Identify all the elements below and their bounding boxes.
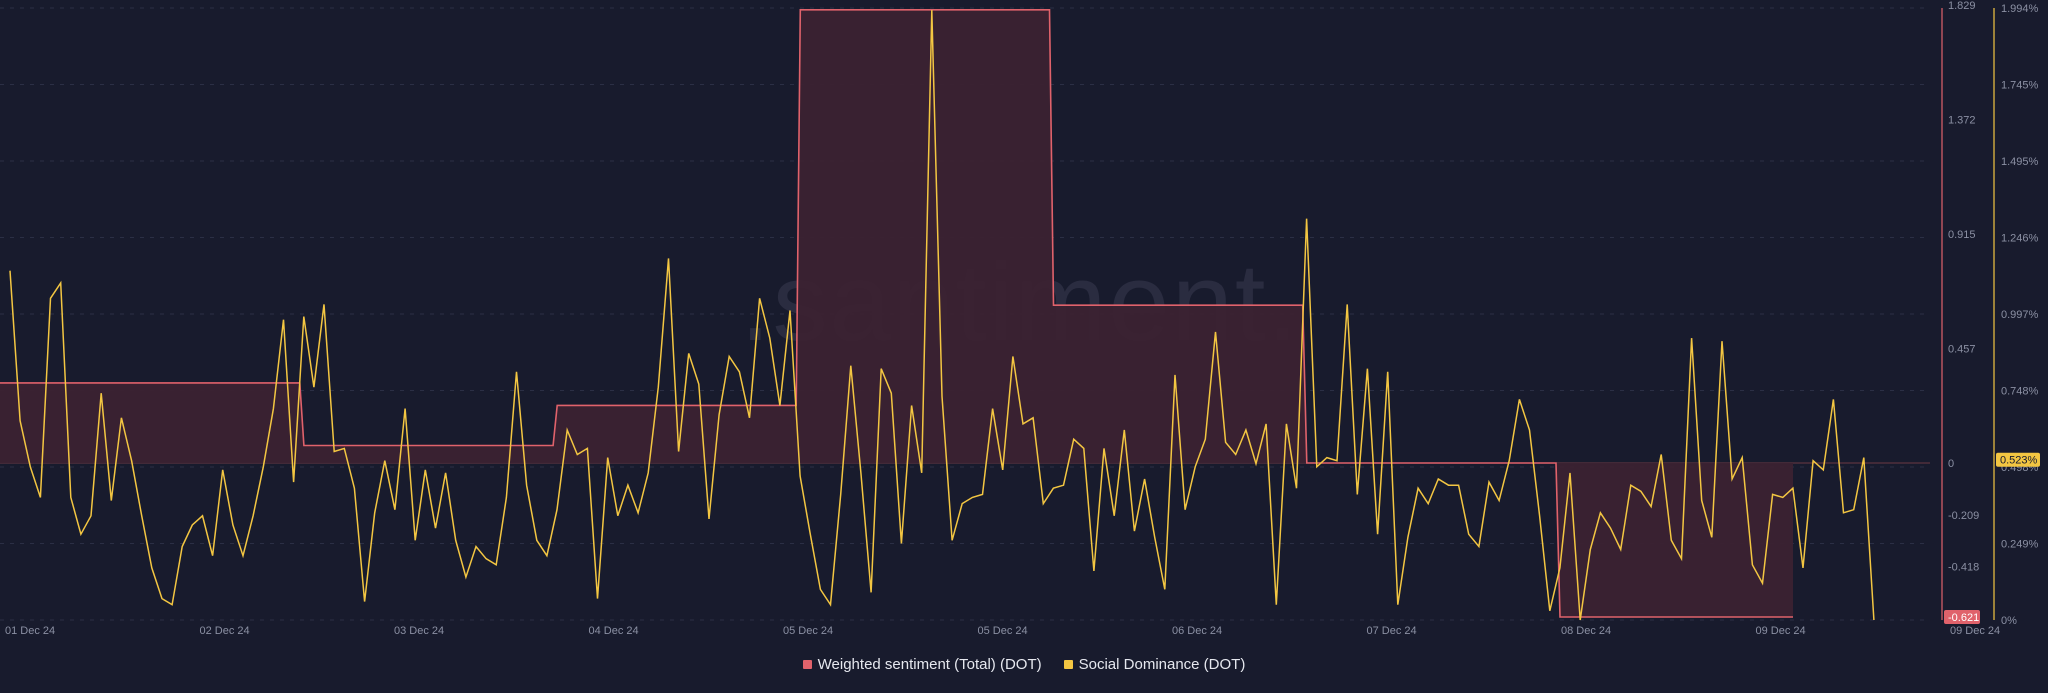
x-tick-label: 04 Dec 24 [589, 625, 639, 637]
sentiment-tick-label: 0.915 [1948, 229, 1976, 241]
x-tick-label: 06 Dec 24 [1172, 625, 1222, 637]
sentiment-tick-label: -0.209 [1948, 510, 1979, 522]
sentiment-series [0, 9, 1793, 618]
dominance-current-badge [1996, 452, 2040, 467]
x-tick-label: 03 Dec 24 [394, 625, 444, 637]
legend-item-dominance[interactable]: Social Dominance (DOT) [1063, 656, 1246, 673]
dominance-tick-label: 1.246% [2001, 233, 2039, 245]
sentiment-line [0, 9, 1793, 618]
legend-label-sentiment: Weighted sentiment (Total) (DOT) [817, 656, 1042, 673]
sentiment-tick-label: 1.829 [1948, 0, 1976, 12]
sentiment-tick-label: 0.457 [1948, 344, 1976, 356]
x-tick-label: 02 Dec 24 [200, 625, 250, 637]
dominance-series [9, 10, 1875, 621]
sentiment-swatch-icon [802, 660, 812, 669]
dominance-tick-label: 1.495% [2001, 156, 2039, 168]
dominance-tick-label: 0.249% [2001, 539, 2039, 551]
sentiment-current-value: -0.621 [1948, 612, 1979, 624]
dominance-swatch-icon [1063, 660, 1073, 669]
sentiment-current-badge [1944, 610, 1980, 624]
x-tick-label: 01 Dec 24 [5, 625, 55, 637]
x-tick-label: 08 Dec 24 [1561, 625, 1611, 637]
axes: 01 Dec 24 02 Dec 24 03 Dec 24 04 Dec 24 05 D… [5, 0, 2040, 637]
sentiment-tick-label: 1.372 [1948, 114, 1976, 126]
dominance-tick-label: 1.745% [2001, 80, 2039, 92]
legend-item-sentiment[interactable]: Weighted sentiment (Total) (DOT) [802, 656, 1042, 673]
x-tick-label: 05 Dec 24 [978, 625, 1028, 637]
sentiment-tick-label: -0.418 [1948, 562, 1979, 574]
sentiment-area [0, 9, 1793, 618]
dominance-tick-label: 0% [2001, 615, 2017, 627]
x-tick-label: 07 Dec 24 [1367, 625, 1417, 637]
dominance-tick-label: 1.994% [2001, 3, 2039, 15]
dominance-tick-label: 0.997% [2001, 309, 2039, 321]
dominance-line [9, 10, 1875, 621]
legend-label-dominance: Social Dominance (DOT) [1078, 656, 1246, 673]
dominance-current-value: 0.523% [2000, 455, 2038, 467]
x-tick-label: 09 Dec 24 [1756, 625, 1806, 637]
dominance-tick-label: 0.748% [2001, 386, 2039, 398]
x-tick-label: 09 Dec 24 [1950, 625, 2000, 637]
x-tick-label: 05 Dec 24 [783, 625, 833, 637]
legend: Weighted sentiment (Total) (DOT) Social … [0, 656, 2048, 673]
sentiment-tick-label: 0 [1948, 458, 1954, 470]
